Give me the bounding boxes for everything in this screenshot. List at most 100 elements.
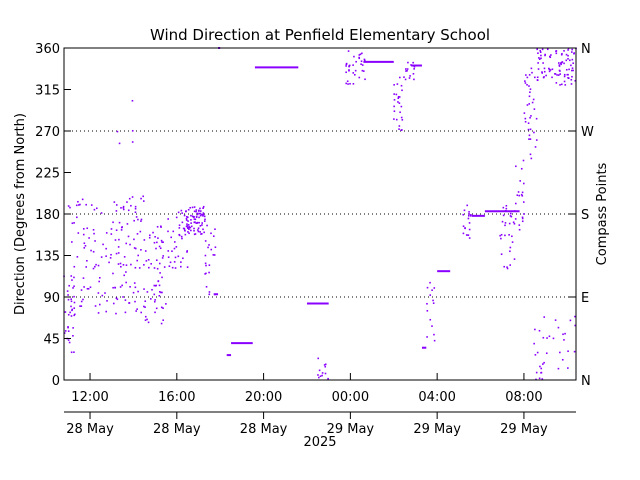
data-point [143,264,145,266]
data-point [201,213,203,216]
data-point [208,244,210,246]
data-point [548,67,550,70]
data-point [560,61,563,64]
data-point [116,298,119,301]
data-point [186,250,188,252]
data-point [162,255,164,257]
data-point [522,201,525,203]
data-point [523,112,526,114]
x-axis: 12:00 28 May 16:00 28 May 20:00 28 May 00:00 29… [64,373,576,437]
data-point [156,225,159,228]
data-point [134,266,137,269]
data-point [186,215,188,218]
data-point [115,229,118,231]
data-point [361,69,364,72]
data-point [128,302,131,304]
data-point [511,241,514,243]
data-point [501,220,504,223]
data-point [145,260,148,262]
data-point [400,116,403,119]
data-point [535,139,538,141]
x-tick-date-label: 29 May [327,422,375,437]
data-point [530,115,532,117]
data-point [429,318,432,321]
data-point [85,266,88,268]
data-point [144,315,147,318]
data-point [521,217,524,220]
x-tick-time-label: 16:00 [158,390,195,405]
data-point [143,305,145,308]
data-point [352,64,354,66]
data-point [94,240,96,242]
data-point [90,204,93,206]
data-point [548,68,551,71]
data-point [167,230,169,233]
data-point [80,305,83,307]
data-point [149,234,151,237]
data-point [555,52,558,55]
data-point [536,48,539,51]
data-point [70,300,73,303]
data-point [323,364,326,366]
data-point [538,58,541,61]
data-point [186,216,189,219]
data-point [466,204,469,207]
data-point [204,218,206,221]
data-point [535,378,537,381]
data-point [197,227,200,230]
data-point [93,208,96,211]
data-point [120,265,122,268]
data-point [533,342,535,345]
data-point [567,350,569,353]
data-point [533,108,536,110]
data-point [574,79,577,82]
data-point [561,358,564,361]
data-point [64,330,67,332]
data-point [528,85,530,87]
data-point [123,274,125,277]
data-point [522,182,525,185]
data-point [519,180,522,182]
data-point [197,230,200,233]
data-point [549,69,552,71]
data-point [122,264,125,266]
data-point [555,50,557,53]
data-point [67,339,70,341]
data-point [543,67,546,70]
data-point [360,63,362,65]
data-point [538,329,541,332]
data-point [131,141,134,143]
data-point [153,267,156,269]
data-point [69,311,71,314]
data-point [193,210,196,213]
data-point [136,259,139,262]
data-point [352,83,355,85]
data-point [355,60,357,63]
data-point [173,241,176,243]
data-point [199,210,202,212]
data-point [413,66,416,68]
data-point [564,84,567,86]
data-point [557,74,560,76]
data-point [397,101,399,103]
data-point [177,255,180,258]
data-point [570,83,573,85]
data-point [535,371,538,374]
data-point [190,229,192,232]
data-point [505,207,508,210]
data-point [523,213,525,215]
data-point [203,220,206,222]
data-point [205,272,207,275]
grid-lines [64,130,576,298]
data-point [73,285,75,288]
data-point [432,302,435,304]
data-point [401,119,404,121]
data-point [410,64,412,66]
data-point [97,292,100,294]
data-point [193,206,196,208]
data-point [567,54,569,57]
data-point [120,229,123,231]
data-point [198,221,200,224]
data-point [208,271,210,274]
data-point [558,64,561,66]
